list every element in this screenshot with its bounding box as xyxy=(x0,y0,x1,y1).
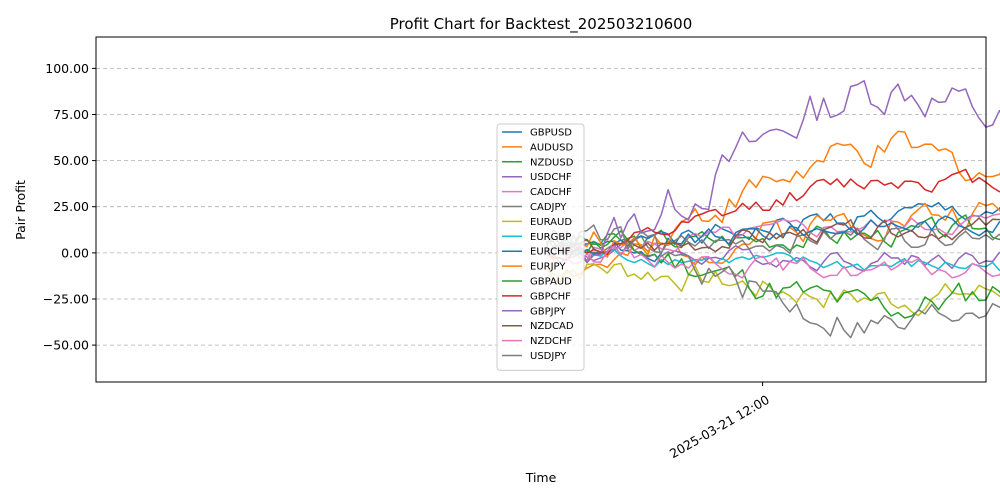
y-tick-label: 25.00 xyxy=(53,199,89,214)
series-line-gbpusd xyxy=(546,201,1000,263)
plot-frame xyxy=(95,36,987,383)
y-tick-label: −25.00 xyxy=(43,292,89,307)
legend-label: EURJPY xyxy=(530,262,566,273)
series-line-cadjpy xyxy=(546,227,1000,264)
series-line-usdjpy xyxy=(545,224,1000,339)
series-line-nzdchf xyxy=(546,245,1000,279)
series-line-audusd xyxy=(545,201,1000,284)
legend-label: NZDUSD xyxy=(530,157,574,168)
chart-title: Profit Chart for Backtest_202503210600 xyxy=(390,15,693,34)
series-line-gbpjpy xyxy=(545,80,1000,264)
y-tick-label: 0.00 xyxy=(61,245,89,260)
series-line-eurchf xyxy=(546,215,1000,255)
legend-label: GBPJPY xyxy=(530,306,566,317)
legend-label: USDJPY xyxy=(530,351,567,362)
series-line-gbpaud xyxy=(546,230,1000,319)
legend-label: EURCHF xyxy=(530,247,571,258)
series-line-usdchf xyxy=(546,243,1000,272)
x-axis-title: Time xyxy=(525,470,557,485)
legend-label: NZDCHF xyxy=(530,336,573,347)
legend-label: CADJPY xyxy=(530,202,567,213)
legend-label: GBPUSD xyxy=(530,128,572,139)
legend-label: EURAUD xyxy=(530,217,572,228)
legend-label: CADCHF xyxy=(530,187,572,198)
y-axis: −50.00 −25.00 0.00 25.00 50.00 75.00 100.00 xyxy=(43,61,96,353)
y-tick-label: 100.00 xyxy=(45,61,89,76)
series-line-euraud xyxy=(545,262,1000,317)
legend-box xyxy=(496,123,585,371)
series-line-nzdusd xyxy=(545,214,1000,252)
series-line-gbpchf xyxy=(545,168,1000,262)
series-line-eurjpy xyxy=(545,130,1000,261)
legend-label: AUDUSD xyxy=(530,142,574,153)
legend: GBPUSD AUDUSD NZDUSD USDCHF CADCHF CADJPY EURA… xyxy=(496,123,585,371)
legend-label: EURGBP xyxy=(530,232,571,243)
series-line-cadchf xyxy=(546,212,1000,261)
y-tick-label: 75.00 xyxy=(53,107,89,122)
legend-label: GBPAUD xyxy=(530,277,572,288)
legend-label: GBPCHF xyxy=(530,291,571,302)
y-axis-title: Pair Profit xyxy=(13,180,28,240)
y-tick-label: −50.00 xyxy=(43,338,89,353)
legend-label: NZDCAD xyxy=(530,321,574,332)
legend-label: USDCHF xyxy=(530,172,572,183)
y-tick-label: 50.00 xyxy=(53,153,89,168)
series-line-nzdcad xyxy=(546,217,1000,256)
plot-area xyxy=(545,80,1000,339)
